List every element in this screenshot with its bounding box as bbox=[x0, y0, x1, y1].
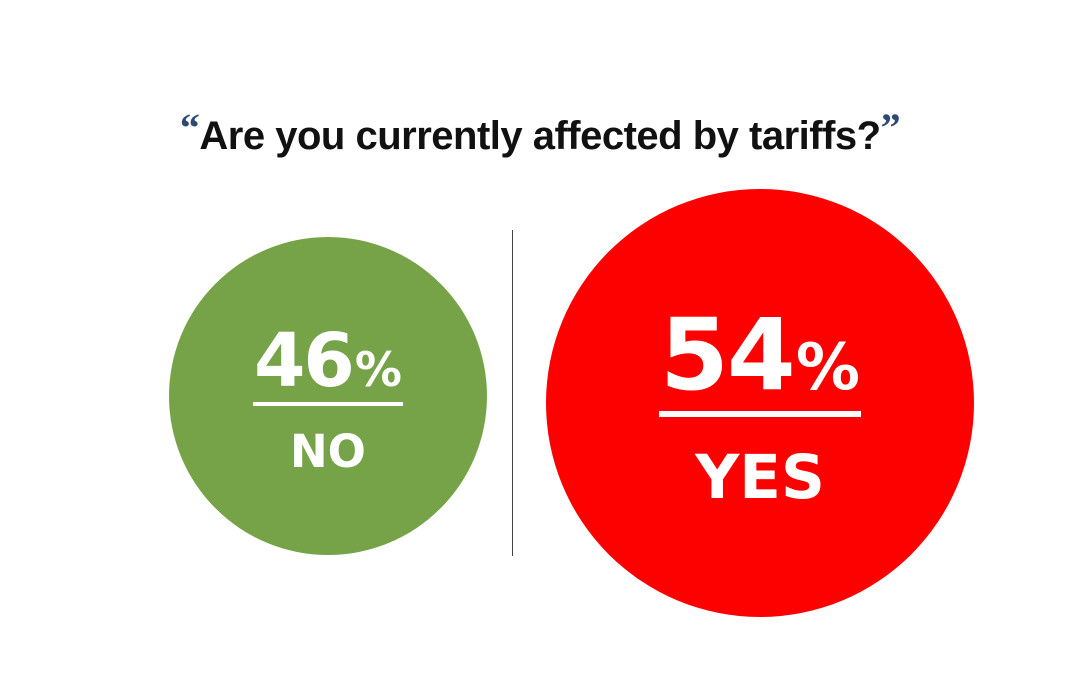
chart-title: “Are you currently affected by tariffs?” bbox=[0, 105, 1080, 159]
open-quote: “ bbox=[179, 105, 200, 150]
value-number-yes: 54 bbox=[660, 298, 796, 414]
value-label-no: 46% bbox=[254, 324, 402, 398]
value-number-no: 46 bbox=[253, 318, 355, 405]
title-text: Are you currently affected by tariffs? bbox=[199, 114, 881, 158]
category-label-yes: YES bbox=[695, 442, 825, 514]
value-underline-no bbox=[252, 402, 403, 407]
bubble-label-yes: 54% YES bbox=[546, 306, 974, 508]
bubble-no: 46% NO bbox=[168, 236, 488, 556]
value-underline-yes bbox=[659, 411, 861, 418]
percent-sign-no: % bbox=[354, 343, 403, 399]
bubble-label-no: 46% NO bbox=[169, 324, 487, 474]
category-label-no: NO bbox=[290, 425, 366, 479]
divider-line bbox=[512, 230, 513, 556]
percent-sign-yes: % bbox=[795, 331, 860, 406]
close-quote: ” bbox=[880, 105, 901, 150]
bubble-yes: 54% YES bbox=[546, 189, 974, 617]
value-label-yes: 54% bbox=[660, 306, 860, 405]
